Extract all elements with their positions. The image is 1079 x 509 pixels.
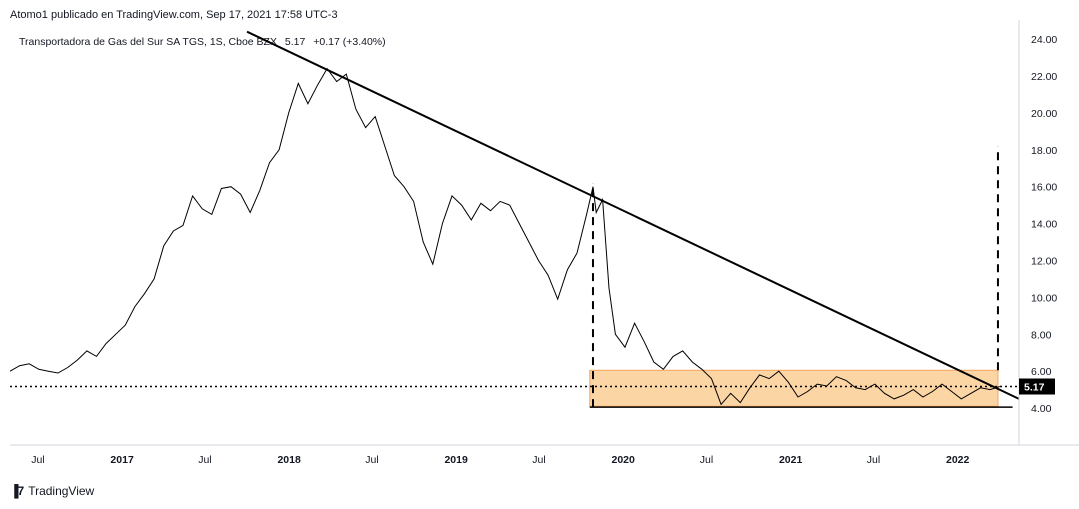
- tradingview-logo-icon: ▐7: [10, 484, 24, 498]
- plot-area[interactable]: [9, 30, 1020, 408]
- price-change: +0.17 (+3.40%): [313, 36, 386, 48]
- y-tick-label: 24.00: [1031, 34, 1057, 46]
- x-tick-label: Jul: [365, 454, 378, 466]
- footer: ▐7 TradingView: [10, 484, 94, 498]
- descending-trendline: [246, 30, 1020, 400]
- y-tick-label: 20.00: [1031, 108, 1057, 120]
- y-tick-label: 4.00: [1031, 403, 1052, 415]
- x-tick-label: 2021: [779, 454, 803, 466]
- x-tick-label: 2018: [277, 454, 301, 466]
- current-price-badge: [1019, 378, 1055, 395]
- symbol-name: Transportadora de Gas del Sur SA TGS, 1S…: [19, 36, 277, 48]
- x-tick-label: Jul: [532, 454, 545, 466]
- y-tick-label: 18.00: [1031, 145, 1057, 157]
- current-price-label: 5.17: [1024, 382, 1045, 394]
- x-tick-label: Jul: [700, 454, 713, 466]
- y-tick-label: 8.00: [1031, 329, 1052, 341]
- y-tick-label: 6.00: [1031, 366, 1052, 378]
- chart-attribution: Atomo1 publicado en TradingView.com, Sep…: [10, 9, 338, 21]
- y-tick-label: 10.00: [1031, 292, 1057, 304]
- x-tick-label: 2020: [611, 454, 635, 466]
- y-tick-label: 22.00: [1031, 71, 1057, 83]
- x-tick-label: 2017: [110, 454, 134, 466]
- symbol-legend: Transportadora de Gas del Sur SA TGS, 1S…: [19, 36, 391, 48]
- x-tick-label: Jul: [31, 454, 44, 466]
- y-tick-label: 16.00: [1031, 182, 1057, 194]
- price-series-line: [9, 67, 1000, 406]
- x-tick-label: Jul: [198, 454, 211, 466]
- x-tick-label: 2022: [946, 454, 970, 466]
- x-tick-label: 2019: [444, 454, 468, 466]
- x-tick-label: Jul: [867, 454, 880, 466]
- footer-brand: TradingView: [28, 484, 95, 498]
- y-tick-label: 12.00: [1031, 255, 1057, 267]
- axes: 4.00 6.00 8.00 10.00 12.00 14.00 16.00 18.00 20.…: [10, 20, 1079, 466]
- last-price: 5.17: [284, 36, 306, 48]
- y-tick-label: 14.00: [1031, 219, 1057, 231]
